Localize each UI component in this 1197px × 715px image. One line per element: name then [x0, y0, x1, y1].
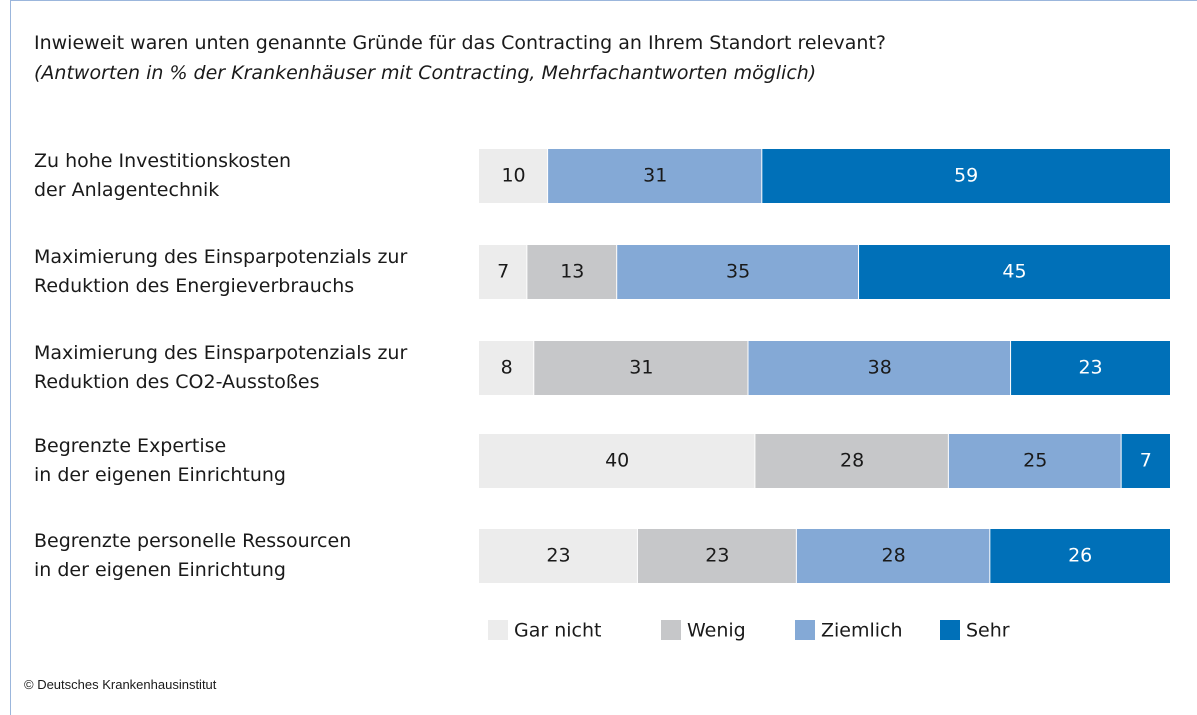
- category-label: Maximierung des Einsparpotenzials zur Re…: [34, 342, 408, 393]
- bar-segment: [1011, 341, 1170, 395]
- legend-swatch: [795, 620, 815, 640]
- bar-segment: [534, 341, 748, 395]
- data-label: 23: [705, 545, 729, 567]
- data-label: 7: [497, 261, 509, 283]
- data-label: 23: [1078, 357, 1102, 379]
- bar-segment: [762, 149, 1170, 203]
- bar-segment: [479, 434, 755, 488]
- data-label: 38: [868, 357, 892, 379]
- bar-segment: [796, 529, 990, 583]
- data-label: 25: [1023, 450, 1047, 472]
- bar-segment: [479, 149, 548, 203]
- frame: [10, 0, 1197, 715]
- bar-segment: [479, 341, 534, 395]
- legend-swatch: [661, 620, 681, 640]
- bar-segment: [527, 245, 617, 299]
- bar-segment: [990, 529, 1170, 583]
- chart-title: Inwieweit waren unten genannte Gründe fü…: [34, 32, 886, 54]
- legend-label: Sehr: [966, 620, 1010, 642]
- data-label: 45: [1002, 261, 1026, 283]
- legend-label: Ziemlich: [821, 620, 903, 642]
- bar-segment: [548, 149, 762, 203]
- category-label: Zu hohe Investitionskosten der Anlagente…: [34, 150, 292, 201]
- bar-segment: [859, 245, 1170, 299]
- data-label: 10: [501, 165, 525, 187]
- bar-segment: [1121, 434, 1170, 488]
- chart-subtitle: (Antworten in % der Krankenhäuser mit Co…: [34, 62, 817, 84]
- bar-segment: [748, 341, 1011, 395]
- data-label: 35: [726, 261, 750, 283]
- data-label: 7: [1140, 450, 1152, 472]
- data-label: 8: [501, 357, 513, 379]
- data-label: 28: [840, 450, 864, 472]
- data-label: 40: [605, 450, 629, 472]
- category-label: Maximierung des Einsparpotenzials zur Re…: [34, 246, 408, 297]
- data-label: 13: [560, 261, 584, 283]
- bar-segment: [948, 434, 1121, 488]
- credit: © Deutsches Krankenhausinstitut: [24, 677, 217, 692]
- legend-label: Gar nicht: [514, 620, 601, 642]
- bar-segment: [637, 529, 796, 583]
- legend-swatch: [488, 620, 508, 640]
- bar-segment: [479, 245, 527, 299]
- data-label: 31: [643, 165, 667, 187]
- category-label: Begrenzte personelle Ressourcen in der e…: [34, 530, 352, 581]
- category-label: Begrenzte Expertise in der eigenen Einri…: [34, 435, 286, 486]
- legend-label: Wenig: [687, 620, 746, 642]
- data-label: 31: [629, 357, 653, 379]
- bar-segment: [755, 434, 948, 488]
- data-label: 26: [1068, 545, 1092, 567]
- data-label: 59: [954, 165, 978, 187]
- data-label: 23: [546, 545, 570, 567]
- bar-segment: [479, 529, 637, 583]
- data-label: 28: [882, 545, 906, 567]
- bar-segment: [617, 245, 859, 299]
- legend-swatch: [940, 620, 960, 640]
